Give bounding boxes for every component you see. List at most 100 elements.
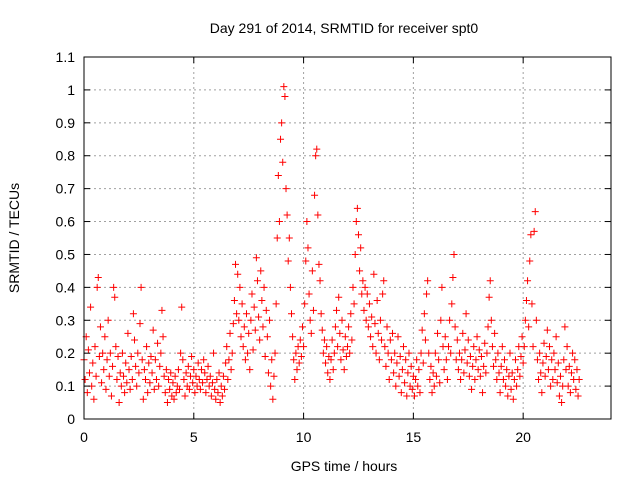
x-tick-label: 20 bbox=[515, 429, 531, 445]
data-point bbox=[263, 333, 271, 341]
data-point bbox=[215, 369, 223, 377]
data-point bbox=[90, 395, 98, 403]
data-point bbox=[199, 379, 207, 387]
data-point bbox=[203, 376, 211, 384]
data-point bbox=[151, 356, 159, 364]
data-point bbox=[383, 323, 391, 331]
data-point bbox=[367, 333, 375, 341]
data-point bbox=[136, 320, 144, 328]
data-point bbox=[282, 185, 290, 193]
data-point bbox=[561, 323, 569, 331]
data-point bbox=[476, 372, 484, 380]
data-point bbox=[574, 392, 582, 400]
data-point bbox=[371, 320, 379, 328]
data-point bbox=[461, 346, 469, 354]
data-point bbox=[144, 389, 152, 397]
data-point bbox=[87, 303, 95, 311]
data-point bbox=[185, 385, 193, 393]
data-point bbox=[293, 366, 301, 374]
data-point bbox=[365, 300, 373, 308]
data-point bbox=[527, 231, 535, 239]
data-point bbox=[474, 366, 482, 374]
data-point bbox=[514, 366, 522, 374]
data-point bbox=[224, 376, 232, 384]
data-point bbox=[334, 343, 342, 351]
data-point bbox=[369, 343, 377, 351]
data-point bbox=[395, 372, 403, 380]
data-point bbox=[137, 283, 145, 291]
data-point bbox=[496, 389, 504, 397]
data-point bbox=[507, 385, 515, 393]
data-point bbox=[111, 293, 119, 301]
data-point bbox=[316, 277, 324, 285]
data-point bbox=[154, 339, 162, 347]
data-point bbox=[279, 158, 287, 166]
data-point bbox=[304, 244, 312, 252]
data-point bbox=[468, 385, 476, 393]
data-point bbox=[140, 366, 148, 374]
data-point bbox=[531, 208, 539, 216]
data-point bbox=[147, 352, 155, 360]
data-point bbox=[376, 316, 384, 324]
data-point bbox=[410, 392, 418, 400]
data-point bbox=[315, 260, 323, 268]
data-point bbox=[554, 359, 562, 367]
data-point bbox=[389, 329, 397, 337]
data-point bbox=[240, 323, 248, 331]
data-point bbox=[397, 389, 405, 397]
data-point bbox=[95, 352, 103, 360]
data-point bbox=[285, 234, 293, 242]
data-point bbox=[270, 372, 278, 380]
data-point bbox=[110, 283, 118, 291]
data-point bbox=[259, 323, 267, 331]
data-point bbox=[446, 316, 454, 324]
y-tick-label: 1 bbox=[67, 82, 75, 98]
data-point bbox=[296, 336, 304, 344]
data-point bbox=[201, 369, 209, 377]
data-point bbox=[181, 392, 189, 400]
data-point bbox=[441, 333, 449, 341]
data-point bbox=[509, 395, 517, 403]
data-point bbox=[309, 306, 317, 314]
data-point bbox=[537, 369, 545, 377]
data-point bbox=[200, 356, 208, 364]
data-point bbox=[85, 369, 93, 377]
data-point bbox=[517, 352, 525, 360]
data-point bbox=[459, 329, 467, 337]
data-point bbox=[218, 392, 226, 400]
data-point bbox=[333, 306, 341, 314]
data-point bbox=[275, 218, 283, 226]
data-point bbox=[131, 336, 139, 344]
data-point bbox=[510, 376, 518, 384]
data-point bbox=[223, 343, 231, 351]
data-point bbox=[177, 349, 185, 357]
data-point bbox=[336, 329, 344, 337]
data-point bbox=[236, 283, 244, 291]
data-point bbox=[324, 369, 332, 377]
data-point bbox=[232, 260, 240, 268]
data-point bbox=[357, 244, 365, 252]
data-point bbox=[436, 379, 444, 387]
data-point bbox=[148, 369, 156, 377]
data-point bbox=[572, 385, 580, 393]
data-point bbox=[266, 316, 274, 324]
data-point bbox=[556, 372, 564, 380]
data-point bbox=[453, 336, 461, 344]
data-point bbox=[435, 356, 443, 364]
data-point bbox=[427, 362, 435, 370]
data-point bbox=[502, 382, 510, 390]
data-point bbox=[123, 379, 131, 387]
data-point bbox=[359, 277, 367, 285]
y-tick-label: 0.3 bbox=[56, 312, 76, 328]
data-point bbox=[520, 343, 528, 351]
data-point bbox=[419, 359, 427, 367]
data-point bbox=[379, 290, 387, 298]
data-point bbox=[403, 392, 411, 400]
data-point bbox=[317, 310, 325, 318]
data-point bbox=[350, 300, 358, 308]
data-point bbox=[134, 349, 142, 357]
axis-ticks bbox=[83, 56, 611, 420]
data-point bbox=[360, 306, 368, 314]
y-tick-label: 0.1 bbox=[56, 378, 76, 394]
data-point bbox=[182, 369, 190, 377]
